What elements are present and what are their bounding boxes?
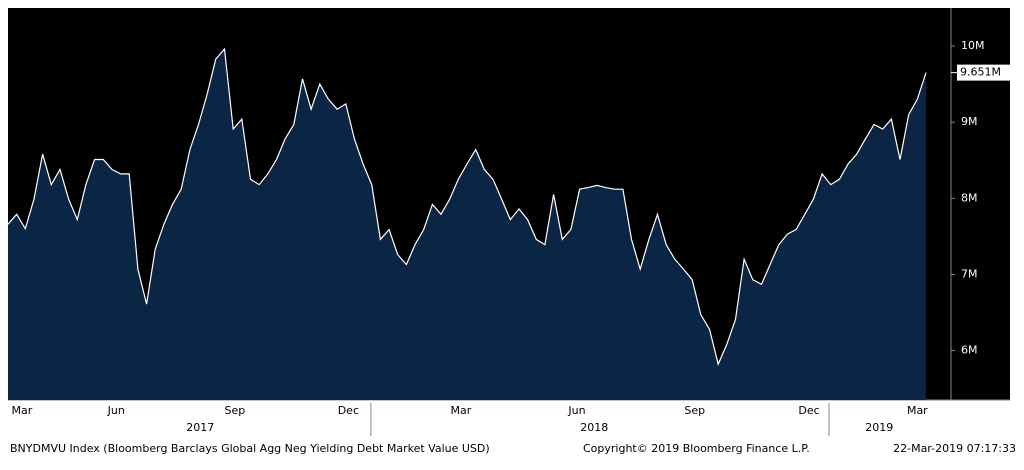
- footer-center: Copyright© 2019 Bloomberg Finance L.P.: [583, 442, 810, 455]
- x-tick-label: Jun: [107, 404, 125, 417]
- x-tick-label: Dec: [798, 404, 819, 417]
- x-tick-label: Mar: [11, 404, 32, 417]
- last-price-label: 9.651M: [960, 66, 1001, 79]
- y-tick-label: 7M: [961, 267, 978, 280]
- area: [8, 49, 926, 400]
- x-tick-label: Mar: [451, 404, 472, 417]
- line: [7, 47, 927, 367]
- y-tick-label: 6M: [961, 344, 978, 357]
- year-label: 2018: [580, 421, 608, 434]
- y-tick-label: 10M: [961, 39, 985, 52]
- last-price-box: [957, 64, 1011, 81]
- footer-left: BNYDMVU Index (Bloomberg Barclays Global…: [10, 442, 490, 455]
- footer-right: 22-Mar-2019 07:17:33: [893, 442, 1016, 455]
- x-tick-label: Sep: [684, 404, 705, 417]
- y-tick-label: 8M: [961, 191, 978, 204]
- x-tick-label: Jun: [567, 404, 585, 417]
- x-tick-label: Dec: [338, 404, 359, 417]
- y-tick-label: 9M: [961, 115, 978, 128]
- x-tick-label: Mar: [907, 404, 928, 417]
- year-label: 2019: [865, 421, 893, 434]
- x-tick-label: Sep: [225, 404, 246, 417]
- year-label: 2017: [186, 421, 214, 434]
